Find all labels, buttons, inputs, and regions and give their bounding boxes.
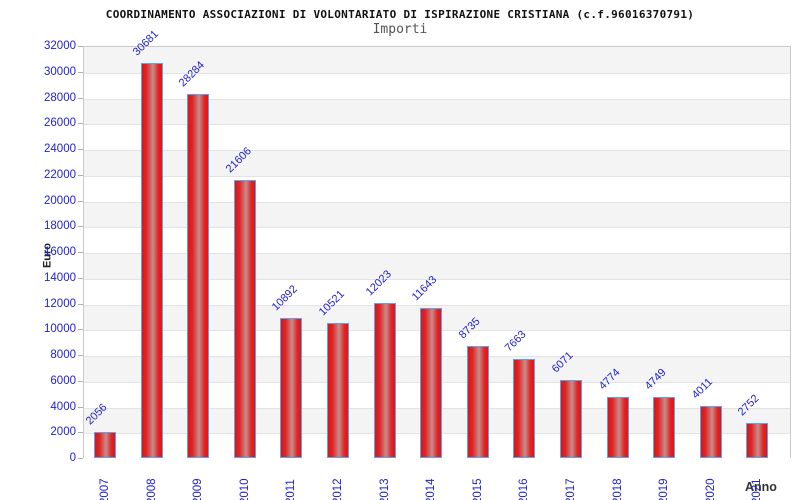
grid-line xyxy=(84,304,790,306)
y-tick-label: 20000 xyxy=(44,194,76,207)
y-tick-label: 8000 xyxy=(50,349,76,361)
y-tick-label: 10000 xyxy=(44,323,76,336)
y-tick-label: 22000 xyxy=(44,168,76,181)
y-tick-mark xyxy=(78,123,83,125)
bar xyxy=(653,397,676,458)
x-tick-label: 2008 xyxy=(145,478,158,500)
y-tick-label: 12000 xyxy=(44,297,76,310)
grid-line xyxy=(84,253,790,254)
y-tick-label: 26000 xyxy=(44,117,76,130)
y-tick-mark xyxy=(78,200,83,202)
bar xyxy=(280,318,303,458)
x-tick-label: 2009 xyxy=(192,478,205,500)
y-tick-label: 4000 xyxy=(50,400,76,413)
grid-line xyxy=(84,124,790,126)
bar xyxy=(233,180,256,458)
y-tick-mark xyxy=(78,355,83,356)
bar xyxy=(466,346,489,458)
y-tick-mark xyxy=(78,97,83,99)
y-tick-label: 2000 xyxy=(50,426,76,439)
bar xyxy=(746,423,769,458)
x-tick-label: 2019 xyxy=(658,478,671,500)
grid-line xyxy=(84,150,790,151)
grid-line xyxy=(84,278,790,280)
chart-subtitle: Importi xyxy=(372,22,428,37)
y-tick-mark xyxy=(78,149,83,150)
y-tick-mark xyxy=(78,277,83,279)
y-tick-label: 18000 xyxy=(44,220,76,233)
bar xyxy=(560,380,582,458)
bar xyxy=(140,63,163,458)
y-tick-mark xyxy=(78,46,83,47)
bar xyxy=(187,94,210,458)
y-tick-mark xyxy=(78,226,83,228)
x-tick-label: 2013 xyxy=(378,478,391,500)
x-tick-label: 2016 xyxy=(518,478,531,500)
x-tick-label: 2014 xyxy=(425,478,438,500)
x-tick-label: 2007 xyxy=(99,478,111,500)
y-tick-mark xyxy=(78,174,83,176)
y-tick-mark xyxy=(78,380,83,382)
grid-line xyxy=(84,98,790,100)
y-tick-mark xyxy=(78,458,83,459)
y-tick-label: 32000 xyxy=(44,40,76,52)
y-tick-label: 30000 xyxy=(44,65,76,78)
bar xyxy=(327,323,349,458)
bar xyxy=(420,308,443,458)
bar xyxy=(606,397,629,458)
x-tick-label: 2020 xyxy=(704,478,717,500)
y-tick-label: 14000 xyxy=(44,271,76,284)
grid-line xyxy=(84,72,790,74)
x-axis-title: Anno xyxy=(745,480,777,494)
y-tick-mark xyxy=(78,252,83,253)
x-tick-label: 2021 xyxy=(751,478,764,500)
y-tick-label: 0 xyxy=(69,452,76,464)
bar xyxy=(513,359,536,458)
y-tick-mark xyxy=(78,432,83,434)
bar xyxy=(373,303,396,458)
y-tick-label: 16000 xyxy=(44,246,76,258)
grid-line xyxy=(84,201,790,203)
grid-line xyxy=(84,227,790,229)
y-tick-label: 28000 xyxy=(44,91,76,104)
y-tick-mark xyxy=(78,329,83,331)
y-tick-mark xyxy=(78,71,83,73)
chart-title: COORDINAMENTO ASSOCIAZIONI DI VOLONTARIA… xyxy=(105,8,695,21)
y-tick-label: 24000 xyxy=(44,143,76,155)
bar xyxy=(699,406,722,458)
x-tick-label: 2011 xyxy=(285,479,298,500)
x-tick-label: 2018 xyxy=(611,478,624,500)
y-tick-mark xyxy=(78,406,83,408)
x-tick-label: 2015 xyxy=(471,478,484,500)
grid-band xyxy=(84,47,790,73)
grid-line xyxy=(84,175,790,177)
bar xyxy=(94,432,116,458)
y-tick-mark xyxy=(78,303,83,305)
x-tick-label: 2017 xyxy=(565,478,577,500)
x-tick-label: 2010 xyxy=(238,478,251,500)
x-tick-label: 2012 xyxy=(332,478,344,500)
y-tick-label: 6000 xyxy=(50,374,76,387)
